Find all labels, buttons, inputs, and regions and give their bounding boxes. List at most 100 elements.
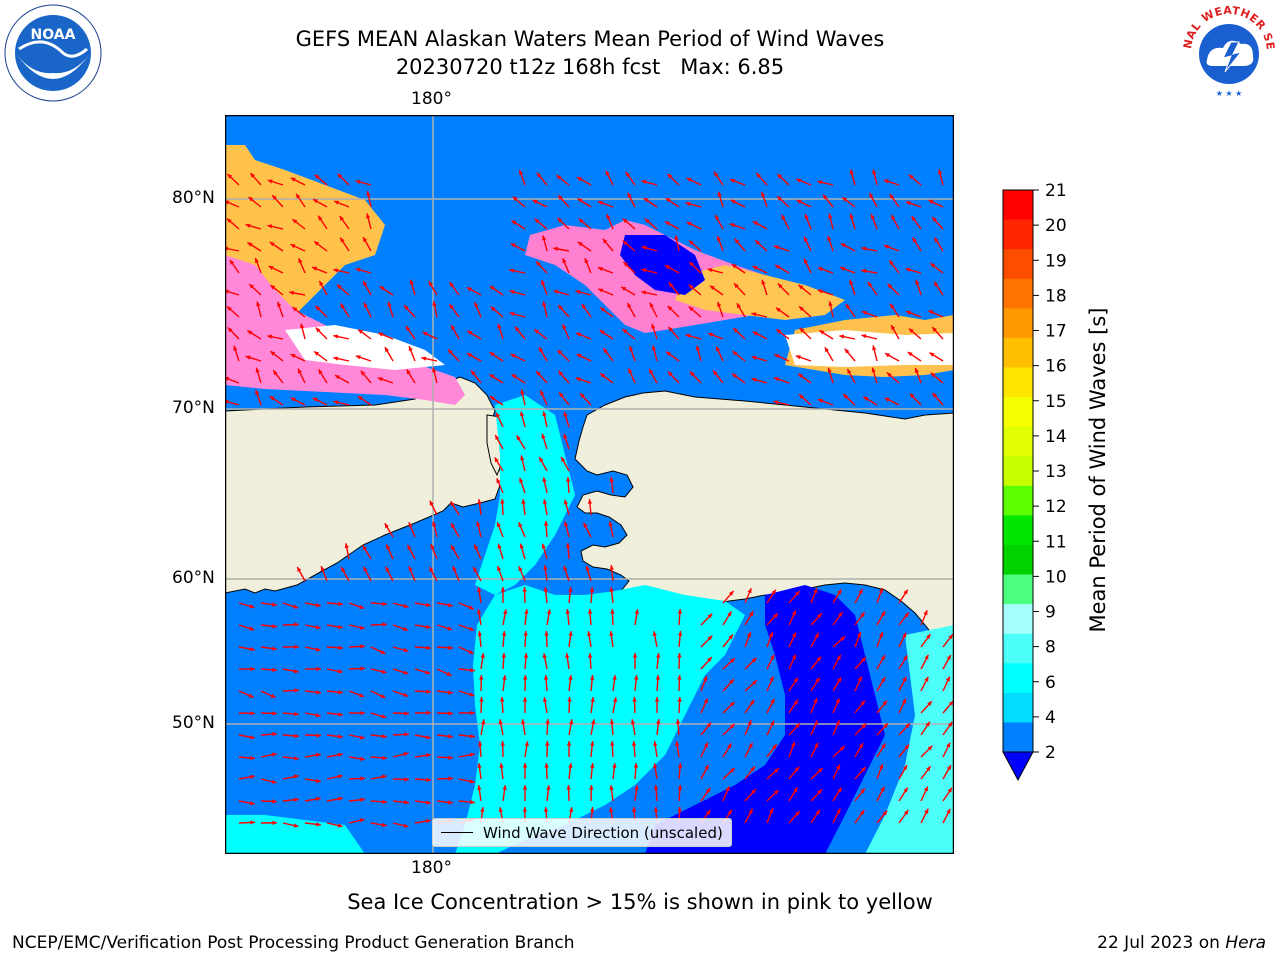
wind-arrow-head (668, 282, 674, 288)
lon-label-top: 180° (411, 89, 452, 109)
colorbar-tick-label: 13 (1045, 462, 1067, 482)
wind-arrow-head (315, 647, 321, 652)
wind-arrow-head (630, 719, 636, 725)
wind-arrow-head (575, 290, 581, 295)
wind-arrow-head (674, 235, 679, 241)
wind-arrow-head (300, 323, 305, 329)
wind-arrow-head (836, 808, 841, 814)
wind-arrow-head (447, 602, 453, 608)
wind-arrow-head (878, 587, 883, 593)
legend-label: Wind Wave Direction (unscaled) (483, 823, 723, 842)
wind-arrow-head (425, 624, 431, 630)
wind-arrow-head (557, 217, 563, 223)
wind-arrow-head (476, 609, 482, 615)
wind-arrow-head (578, 218, 584, 224)
wind-arrow-head (828, 301, 833, 307)
wind-arrow-head (337, 752, 343, 758)
wind-arrow-head (858, 743, 864, 749)
wind-arrow-head (269, 396, 275, 401)
wind-arrow-head (891, 214, 896, 220)
wind-arrow-head (256, 301, 261, 307)
wind-arrow-head (314, 241, 320, 246)
wind-arrow-head (716, 346, 721, 352)
wind-arrow-head (338, 601, 343, 607)
wind-arrow-head (816, 656, 822, 662)
wind-arrow-head (250, 666, 255, 672)
wind-arrow-head (819, 330, 825, 335)
wind-arrow-head (827, 367, 832, 373)
colorbar-tick-label: 16 (1045, 357, 1067, 377)
wind-arrow-head (612, 697, 618, 703)
wind-arrow-head (362, 545, 367, 551)
colorbar-tick-label: 2 (1045, 743, 1056, 763)
wind-arrow-head (502, 609, 508, 615)
wind-arrow-head (477, 631, 482, 636)
wind-arrow-head (677, 763, 683, 768)
wind-arrow-head (930, 263, 936, 268)
wind-arrow-head (923, 786, 928, 792)
wind-arrow-head (421, 356, 427, 361)
wind-arrow-head (633, 675, 639, 680)
wind-arrow-head (749, 611, 754, 617)
wind-arrow-head (226, 306, 232, 312)
wind-arrow-head (545, 741, 550, 746)
wind-arrow-head (924, 676, 929, 682)
wind-arrow-head (946, 655, 951, 660)
wind-arrow-head (254, 258, 260, 263)
wind-arrow-head (426, 777, 431, 782)
wind-arrow-head (862, 310, 867, 316)
colorbar-segment (1003, 544, 1033, 576)
wind-arrow-head (449, 304, 454, 310)
wind-arrow-head (474, 302, 479, 308)
wind-arrow-head (609, 807, 614, 813)
wind-arrow-head (425, 670, 431, 675)
wind-arrow-head (511, 220, 517, 225)
wind-arrow-head (585, 565, 590, 571)
wind-arrow-head (777, 283, 783, 289)
wind-arrow-head (334, 200, 340, 205)
wind-arrow-head (817, 789, 823, 795)
wind-arrow-head (777, 196, 782, 201)
wind-arrow-head (652, 631, 657, 637)
wind-arrow-head (522, 785, 528, 790)
wind-arrow-head (928, 200, 934, 205)
wind-arrow-head (358, 693, 364, 698)
wind-arrow-head (466, 287, 472, 292)
wind-arrow-head (932, 392, 938, 398)
wind-arrow-head (581, 303, 587, 309)
wind-arrow-head (336, 284, 342, 290)
colorbar-segment (1003, 278, 1033, 309)
wind-arrow-head (428, 281, 433, 287)
wind-arrow-head (770, 698, 775, 704)
wind-arrow-head (793, 699, 798, 705)
wind-arrow-head (566, 477, 571, 482)
wind-arrow-head (380, 693, 386, 698)
wind-arrow-head (685, 201, 691, 207)
plot-subtitle-run: 20230720 t12z 168h fcst Max: 6.85 (395, 55, 785, 79)
lat-label-70: 70°N (172, 398, 215, 418)
wind-arrow-head (813, 698, 818, 704)
wind-arrow-head (928, 310, 934, 315)
wind-arrow-head (887, 283, 893, 289)
lat-label-50: 50°N (172, 713, 215, 733)
wind-arrow-head (946, 742, 951, 748)
wind-arrow-head (522, 763, 528, 768)
wind-arrow-head (269, 241, 275, 247)
wind-arrow-head (651, 323, 656, 329)
wind-arrow-head (857, 676, 862, 682)
footer-date: 22 Jul 2023 on Hera (1097, 933, 1266, 953)
wind-arrow-head (334, 375, 340, 380)
wind-arrow-head (509, 289, 515, 295)
colorbar-tick-label: 8 (1045, 638, 1056, 658)
wind-arrow-head (477, 499, 482, 504)
wind-arrow-head (229, 259, 235, 265)
wind-arrow-head (542, 235, 547, 241)
wind-arrow-head (750, 766, 755, 772)
wind-arrow-head (557, 349, 563, 355)
wind-arrow-head (315, 625, 321, 630)
wind-arrow-head (883, 179, 889, 184)
wind-arrow-head (629, 345, 634, 351)
wind-arrow-head (666, 351, 671, 356)
wind-arrow-head (524, 741, 529, 746)
wind-arrow-head (775, 307, 781, 313)
